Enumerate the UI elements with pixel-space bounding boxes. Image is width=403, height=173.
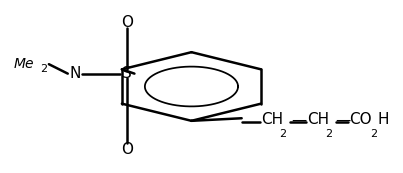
Text: N: N: [69, 66, 81, 81]
Text: 2: 2: [279, 129, 286, 139]
Text: O: O: [121, 15, 133, 30]
Text: CO: CO: [349, 112, 372, 128]
Text: O: O: [121, 142, 133, 157]
Text: S: S: [123, 66, 132, 81]
Text: Me: Me: [14, 57, 34, 71]
Text: 2: 2: [40, 64, 47, 74]
Text: 2: 2: [370, 129, 377, 139]
Text: —: —: [335, 112, 350, 128]
Text: 2: 2: [325, 129, 332, 139]
Text: —: —: [291, 112, 306, 128]
Text: H: H: [378, 112, 389, 128]
Text: CH: CH: [261, 112, 283, 128]
Text: CH: CH: [307, 112, 329, 128]
